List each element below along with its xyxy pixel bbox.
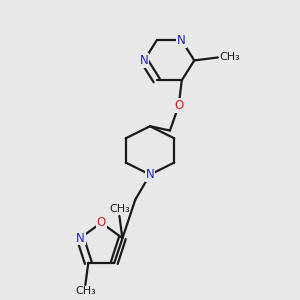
Text: O: O <box>97 216 106 229</box>
Text: O: O <box>174 99 183 112</box>
Text: CH₃: CH₃ <box>109 204 130 214</box>
Text: CH₃: CH₃ <box>75 286 96 296</box>
Text: N: N <box>140 54 148 67</box>
Text: N: N <box>76 232 85 244</box>
Text: N: N <box>146 168 154 181</box>
Text: CH₃: CH₃ <box>219 52 240 62</box>
Text: N: N <box>177 34 186 47</box>
